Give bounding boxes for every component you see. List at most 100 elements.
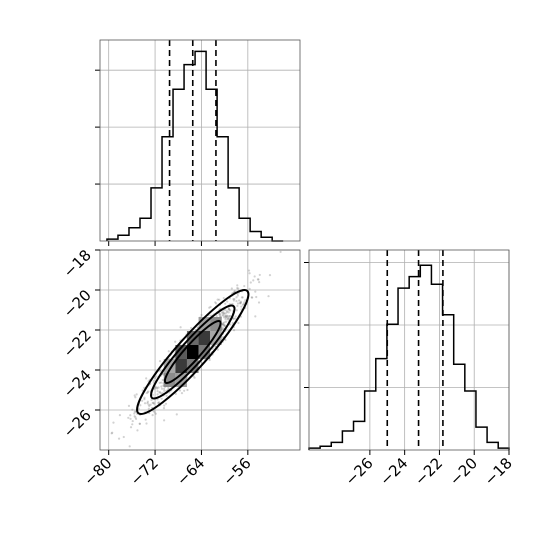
scatter-point	[232, 317, 235, 320]
scatter-point	[129, 414, 132, 417]
scatter-point	[200, 313, 203, 317]
scatter-point	[254, 290, 257, 293]
scatter-point	[237, 299, 241, 302]
scatter-point	[222, 296, 225, 300]
scatter-point	[233, 297, 236, 301]
scatter-point	[167, 350, 170, 353]
scatter-point	[223, 325, 226, 328]
scatter-point	[145, 422, 148, 425]
scatter-point	[223, 312, 226, 315]
scatter-point	[258, 281, 261, 284]
scatter-frame	[99, 249, 301, 451]
scatter-point	[225, 320, 228, 323]
scatter-point	[251, 296, 254, 299]
scatter-point	[200, 361, 203, 364]
scatter-point	[227, 307, 231, 310]
scatter-point	[117, 437, 121, 440]
scatter-point	[232, 317, 235, 320]
scatter-point	[226, 318, 229, 321]
scatter-point	[236, 287, 239, 290]
scatter-ytick-label: −26	[60, 406, 95, 441]
scatter-point	[147, 403, 150, 406]
scatter-point	[239, 300, 243, 303]
scatter-point	[221, 326, 224, 329]
scatter-point	[129, 426, 133, 429]
density-cell	[186, 359, 199, 373]
scatter-point	[158, 390, 162, 394]
scatter-point	[156, 387, 159, 390]
scatter-point	[152, 401, 155, 404]
scatter-point	[144, 418, 147, 421]
scatter-point	[186, 388, 189, 392]
scatter-point	[241, 296, 244, 299]
scatter-point	[236, 302, 240, 305]
scatter-point	[160, 397, 163, 400]
scatter-point	[237, 321, 240, 325]
hist-y-panel	[304, 249, 510, 455]
scatter-point	[129, 417, 132, 420]
scatter-point	[131, 408, 134, 411]
scatter-point	[268, 274, 272, 277]
scatter-point	[221, 323, 224, 326]
scatter-point	[221, 311, 224, 315]
scatter-point	[209, 305, 212, 308]
scatter-point	[208, 358, 211, 362]
scatter-point	[239, 301, 242, 304]
scatter-point	[159, 392, 163, 395]
scatter-point	[152, 379, 155, 382]
scatter-point	[180, 392, 184, 395]
scatter-xtick-label: −64	[173, 454, 208, 489]
scatter-point	[243, 284, 246, 288]
scatter-point	[226, 316, 229, 319]
scatter-point	[236, 284, 239, 287]
scatter-point	[224, 316, 227, 319]
scatter-point	[216, 298, 219, 301]
scatter-point	[258, 273, 261, 277]
scatter-point	[95, 438, 97, 440]
scatter-point	[112, 421, 115, 424]
scatter-point	[133, 415, 136, 418]
scatter-point	[190, 326, 193, 330]
contour-line	[136, 289, 250, 416]
hist-y-xtick-label: −26	[342, 454, 377, 489]
scatter-point	[232, 297, 235, 301]
hist-y-xtick-label: −20	[446, 454, 481, 489]
density-cell	[186, 331, 199, 345]
scatter-point	[224, 309, 227, 312]
scatter-point	[196, 326, 199, 329]
scatter-point	[155, 375, 158, 378]
scatter-point	[138, 422, 141, 425]
scatter-point	[162, 387, 166, 390]
hist-x-panel	[95, 39, 301, 246]
scatter-point	[147, 407, 150, 410]
scatter-point	[279, 250, 282, 254]
scatter-point	[236, 294, 240, 297]
scatter-point	[157, 401, 160, 404]
scatter-point	[235, 296, 238, 299]
scatter-point	[242, 303, 245, 306]
scatter-point	[133, 394, 136, 397]
scatter-point	[111, 431, 114, 434]
scatter-point	[222, 314, 225, 317]
scatter-point	[224, 338, 227, 342]
scatter-point	[146, 402, 149, 405]
scatter-point	[256, 278, 259, 281]
scatter-point	[136, 429, 139, 432]
scatter-point	[247, 269, 251, 272]
scatter-point	[223, 324, 226, 327]
scatter-panel	[95, 249, 301, 455]
density-cell	[186, 345, 199, 359]
scatter-point	[233, 290, 236, 293]
scatter-point	[183, 389, 186, 392]
scatter-point	[149, 403, 152, 406]
scatter-point	[156, 389, 159, 393]
scatter-point	[127, 404, 131, 407]
scatter-point	[158, 360, 162, 363]
scatter-point	[232, 299, 236, 302]
density-cell	[163, 359, 176, 373]
scatter-point	[208, 306, 211, 309]
scatter-point	[215, 314, 218, 318]
scatter-point	[160, 381, 163, 384]
scatter-point	[139, 404, 142, 407]
